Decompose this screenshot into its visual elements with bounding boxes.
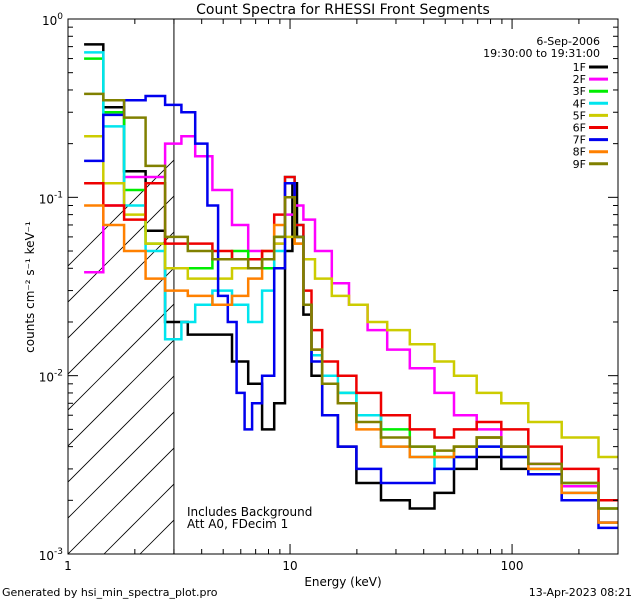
annotation-attenuator: Att A0, FDecim 1 <box>187 517 288 531</box>
hatch-line <box>500 19 640 554</box>
hatch-line <box>139 519 174 554</box>
hatch-line <box>392 19 640 554</box>
y-tick-label: 10-1 <box>39 190 63 206</box>
legend-label: 7F <box>573 134 586 147</box>
hatch-line <box>176 19 640 554</box>
series-7f <box>84 94 618 530</box>
legend-label: 2F <box>573 73 586 86</box>
hatch-line <box>284 19 640 554</box>
y-axis-label: counts cm⁻² s⁻¹ keV⁻¹ <box>23 221 37 353</box>
legend-label: 6F <box>573 122 586 135</box>
hatch-line <box>68 159 174 267</box>
x-tick-label: 10 <box>282 559 297 573</box>
observation-time-range: 19:30:00 to 19:31:00 <box>483 47 600 60</box>
y-tick-labels: 10-3 10-2 10-1 100 <box>39 12 64 563</box>
x-axis-label: Energy (keV) <box>304 575 381 589</box>
hatch-line <box>68 303 174 411</box>
footer-timestamp: 13-Apr-2023 08:21 <box>529 586 632 599</box>
axis-ticks <box>67 18 619 555</box>
hatch-line <box>68 411 174 519</box>
hatch-line <box>68 375 174 483</box>
legend-label: 5F <box>573 109 586 122</box>
hatch-line <box>320 19 640 554</box>
hatch-line <box>68 267 174 375</box>
y-tick-label: 10-3 <box>39 547 63 563</box>
hatch-line <box>608 19 640 554</box>
observation-date: 6-Sep-2006 <box>536 35 600 48</box>
series-layer <box>84 43 618 530</box>
legend-label: 3F <box>573 85 586 98</box>
x-tick-label: 1 <box>64 559 72 573</box>
legend-label: 4F <box>573 97 586 110</box>
hatch-line <box>68 195 174 303</box>
series-5f <box>84 135 618 459</box>
y-tick-label: 10-2 <box>39 369 63 385</box>
hatch-line <box>68 231 174 339</box>
plot-frame <box>67 18 619 555</box>
footer-generator: Generated by hsi_min_spectra_plot.pro <box>2 586 218 599</box>
series-9f <box>84 92 618 510</box>
legend-label: 1F <box>573 61 586 74</box>
y-tick-label: 100 <box>42 12 63 28</box>
background-hatch-region <box>68 19 640 554</box>
hatch-line <box>68 447 174 554</box>
x-tick-labels: 1 10 100 <box>64 559 523 573</box>
x-tick-label: 100 <box>501 559 524 573</box>
annotation-background: Includes Background <box>187 505 312 519</box>
chart-title: Count Spectra for RHESSI Front Segments <box>196 2 490 18</box>
legend-label: 8F <box>573 146 586 159</box>
legend-label: 9F <box>573 158 586 171</box>
